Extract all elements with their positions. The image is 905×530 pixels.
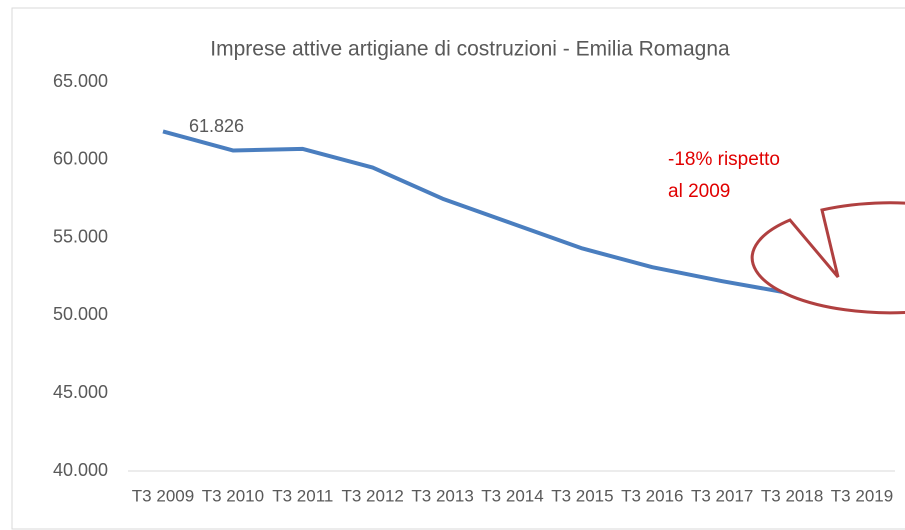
x-tick-label: T3 2019 — [831, 486, 893, 505]
x-tick-label: T3 2017 — [691, 486, 753, 505]
x-tick-label: T3 2018 — [761, 486, 823, 505]
x-tick-label: T3 2013 — [411, 486, 473, 505]
x-tick-label: T3 2010 — [202, 486, 264, 505]
data-label: 61.826 — [189, 116, 244, 136]
callout — [750, 201, 905, 315]
data-line — [162, 129, 863, 307]
x-tick-label: T3 2012 — [342, 486, 404, 505]
callout-text: al 2009 — [668, 181, 730, 202]
x-tick-label: T3 2011 — [272, 486, 333, 505]
x-tick-label: T3 2009 — [132, 486, 194, 505]
y-tick-label: 65.000 — [53, 71, 108, 91]
callout-text: -18% rispetto — [668, 149, 780, 170]
chart-title: Imprese attive artigiane di costruzioni … — [210, 38, 730, 61]
y-tick-label: 40.000 — [53, 460, 108, 480]
x-tick-label: T3 2015 — [551, 486, 613, 505]
y-tick-label: 50.000 — [53, 304, 108, 324]
x-tick-label: T3 2016 — [621, 486, 683, 505]
y-tick-label: 55.000 — [53, 226, 108, 246]
y-tick-label: 45.000 — [53, 382, 108, 402]
x-tick-label: T3 2014 — [481, 486, 543, 505]
y-tick-label: 60.000 — [53, 149, 108, 169]
